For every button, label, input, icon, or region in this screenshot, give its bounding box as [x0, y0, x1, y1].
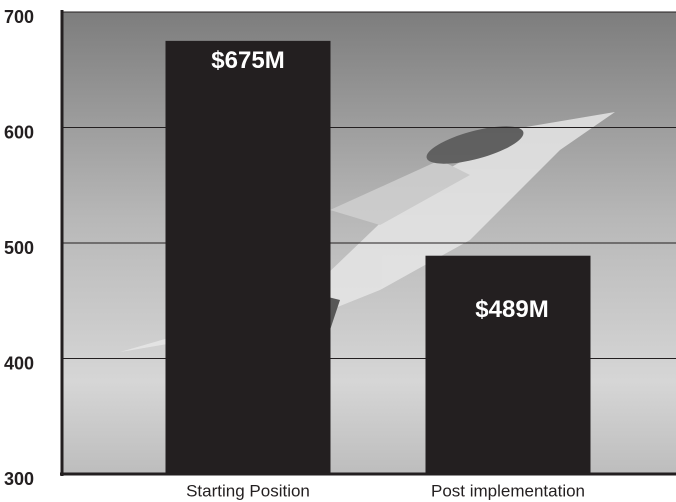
bar	[165, 40, 331, 474]
y-tick-label: 700	[4, 7, 34, 27]
bars	[165, 40, 591, 474]
y-tick-label: 600	[4, 122, 34, 142]
bar	[425, 255, 591, 474]
x-tick-label: Post implementation	[431, 481, 585, 500]
x-tick-label: Starting Position	[186, 481, 310, 500]
value-label: $675M	[211, 47, 284, 74]
value-label: $489M	[475, 296, 548, 323]
y-tick-label: 300	[4, 469, 34, 489]
y-tick-label: 400	[4, 353, 34, 373]
y-tick-label: 500	[4, 238, 34, 258]
